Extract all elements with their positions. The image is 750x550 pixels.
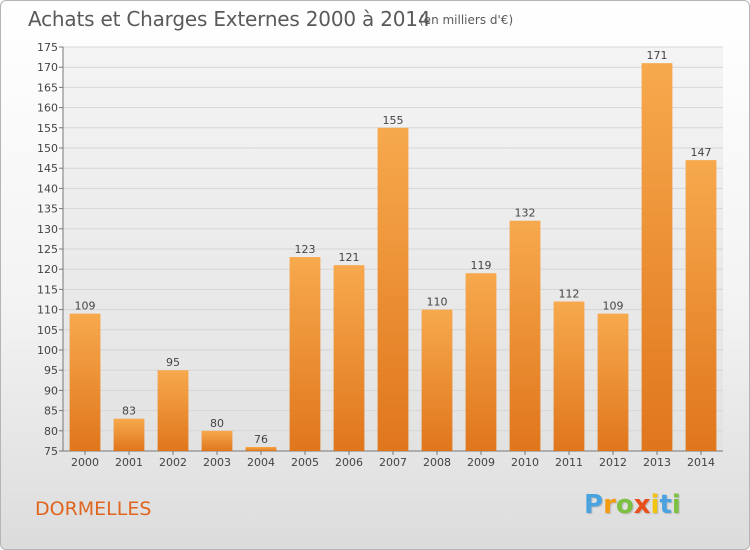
x-tick-label: 2010 [511,456,539,469]
y-tick-label: 110 [37,304,58,317]
chart-title: Achats et Charges Externes 2000 à 2014 [28,7,431,31]
y-tick-label: 105 [37,324,58,337]
logo-letter: o [615,490,634,520]
y-tick-label: 125 [37,243,58,256]
y-tick-label: 150 [37,142,58,155]
logo-letter: x [633,490,651,520]
bars [69,63,717,452]
y-tick-label: 115 [37,283,58,296]
x-tick-label: 2003 [203,456,231,469]
logo-letter: P [584,490,604,520]
logo-letter: r [603,490,616,520]
y-axis-ticks: 75 80 85 90 95 100 105 110 115 120 125 130 135 140 145… [37,41,63,458]
data-label: 109 [603,300,624,313]
x-tick-label: 2007 [379,456,407,469]
logo-letter: i [671,490,681,520]
x-tick-label: 2014 [687,456,715,469]
y-tick-label: 140 [37,182,58,195]
bar-2010 [509,220,541,451]
y-tick-label: 175 [37,41,58,54]
bar-2005 [289,257,321,451]
bar-2011 [553,301,585,451]
data-label: 123 [295,243,316,256]
bar-2000 [69,313,101,451]
bar-2002 [157,370,189,451]
y-tick-label: 100 [37,344,58,357]
x-tick-label: 2013 [643,456,671,469]
data-label: 109 [75,300,96,313]
data-label: 132 [515,207,536,220]
y-tick-label: 75 [44,445,58,458]
data-label: 147 [691,146,712,159]
data-label: 80 [210,417,224,430]
y-tick-label: 160 [37,102,58,115]
y-tick-label: 120 [37,263,58,276]
data-label: 95 [166,356,180,369]
logo-letter: i [650,490,660,520]
y-tick-label: 85 [44,405,58,418]
x-tick-label: 2011 [555,456,583,469]
data-label: 155 [383,114,404,127]
bar-2007 [377,127,409,452]
x-tick-label: 2001 [115,456,143,469]
bar-2009 [465,273,497,451]
bar-2001 [113,418,145,451]
y-tick-label: 135 [37,203,58,216]
y-tick-label: 165 [37,81,58,94]
data-label: 121 [339,251,360,264]
x-tick-label: 2008 [423,456,451,469]
y-tick-label: 155 [37,122,58,135]
x-tick-label: 2000 [71,456,99,469]
x-tick-label: 2009 [467,456,495,469]
data-label: 112 [559,288,580,301]
place-name: DORMELLES [35,498,152,520]
y-tick-label: 90 [44,384,58,397]
y-tick-label: 170 [37,61,58,74]
y-tick-label: 80 [44,425,58,438]
x-tick-label: 2002 [159,456,187,469]
bar-2013 [641,63,673,451]
chart-subtitle: (en milliers d'€) [419,13,514,27]
data-label: 83 [122,405,136,418]
bar-2003 [201,430,233,451]
x-tick-label: 2005 [291,456,319,469]
data-label: 110 [427,296,448,309]
bar-2012 [597,313,629,451]
x-axis-ticks: 2000 2001 2002 2003 2004 2005 2006 2007 2008 2009… [71,451,715,469]
y-tick-label: 130 [37,223,58,236]
logo-letter: t [659,490,672,520]
x-tick-label: 2012 [599,456,627,469]
data-label: 119 [471,259,492,272]
data-labels: 109 83 95 80 76 123 121 155 110 119 132 112 109 171 14… [75,49,712,446]
y-tick-label: 145 [37,162,58,175]
bar-2006 [333,265,365,451]
x-tick-label: 2006 [335,456,363,469]
proxiti-logo: Proxiti [584,490,681,520]
data-label: 76 [254,433,268,446]
bar-2004 [245,446,277,451]
data-label: 171 [647,49,668,62]
y-tick-label: 95 [44,364,58,377]
bar-2008 [421,309,453,451]
x-tick-label: 2004 [247,456,275,469]
bar-2014 [685,160,717,451]
